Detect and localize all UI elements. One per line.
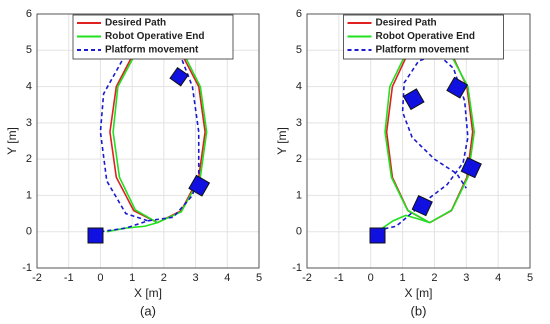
x-tick-label: 5 xyxy=(256,272,262,284)
robot-icon xyxy=(169,66,189,87)
y-tick-label: 2 xyxy=(26,153,32,165)
x-tick-label: -1 xyxy=(64,272,74,284)
robot-icon xyxy=(188,174,211,197)
y-tick-label: 6 xyxy=(26,8,32,20)
y-tick-label: 6 xyxy=(296,8,302,20)
axes-frame xyxy=(306,13,531,269)
y-tick-label: 1 xyxy=(296,189,302,201)
legend-label: Robot Operative End xyxy=(376,31,475,42)
caption: (b) xyxy=(411,303,427,318)
legend-label: Platform movement xyxy=(376,45,470,56)
robot-icon xyxy=(87,227,104,244)
x-tick-label: 1 xyxy=(400,272,406,284)
legend-label: Robot Operative End xyxy=(105,31,204,42)
y-tick-label: 5 xyxy=(296,44,302,56)
y-axis-label: Y [m] xyxy=(5,127,19,155)
x-tick-label: -2 xyxy=(302,272,312,284)
legend: Desired Path Robot Operative End Platform … xyxy=(72,14,234,60)
series-line xyxy=(106,42,208,233)
axes-frame xyxy=(36,13,260,269)
x-axis-label: X [m] xyxy=(404,286,432,300)
y-tick-label: 0 xyxy=(296,226,302,238)
legend-label: Platform movement xyxy=(105,45,199,56)
y-tick-label: 4 xyxy=(296,80,302,92)
x-tick-label: 0 xyxy=(97,272,103,284)
x-tick-label: 0 xyxy=(368,272,374,284)
y-tick-label: -1 xyxy=(22,262,32,274)
x-tick-label: -1 xyxy=(334,272,344,284)
legend-label: Desired Path xyxy=(376,18,437,29)
y-tick-label: 5 xyxy=(26,44,32,56)
robot-icon xyxy=(446,76,469,99)
series-line xyxy=(370,52,469,233)
x-tick-label: 3 xyxy=(193,272,199,284)
x-tick-label: 4 xyxy=(495,272,501,284)
x-tick-label: -2 xyxy=(32,272,42,284)
legend-label: Desired Path xyxy=(105,18,166,29)
robot-icon xyxy=(460,157,482,179)
y-tick-label: -1 xyxy=(292,262,302,274)
x-tick-label: 5 xyxy=(527,272,533,284)
y-tick-label: 1 xyxy=(26,189,32,201)
series-line xyxy=(376,42,476,233)
y-tick-label: 4 xyxy=(26,80,32,92)
robot-icon xyxy=(411,195,433,217)
y-tick-label: 3 xyxy=(26,117,32,129)
x-tick-label: 2 xyxy=(161,272,167,284)
y-tick-label: 0 xyxy=(26,226,32,238)
series-line xyxy=(99,42,200,233)
robots xyxy=(87,66,482,244)
y-tick-label: 3 xyxy=(296,117,302,129)
x-tick-label: 4 xyxy=(224,272,230,284)
x-tick-label: 2 xyxy=(431,272,437,284)
robot-icon xyxy=(402,88,425,111)
robot-icon xyxy=(369,227,386,244)
y-tick-label: 2 xyxy=(296,153,302,165)
x-tick-label: 1 xyxy=(129,272,135,284)
x-tick-label: 3 xyxy=(463,272,469,284)
caption: (a) xyxy=(140,303,156,318)
legend: Desired Path Robot Operative End Platform … xyxy=(343,14,504,60)
x-axis-label: X [m] xyxy=(134,286,162,300)
y-axis-label: Y [m] xyxy=(275,127,289,155)
